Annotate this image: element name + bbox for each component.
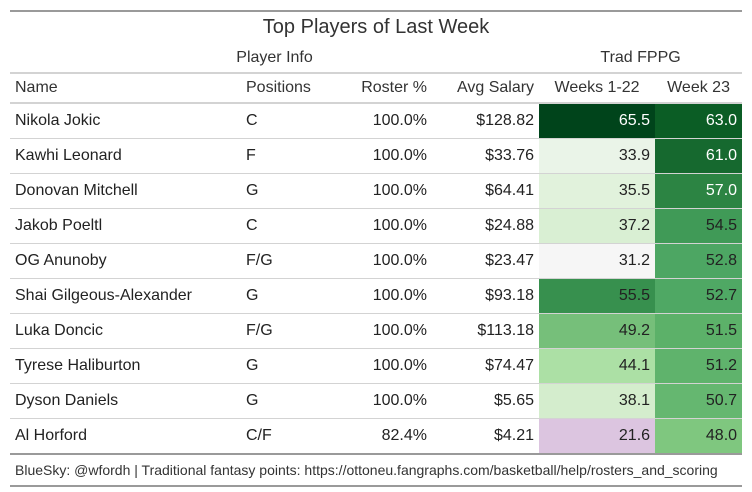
cell-avg-salary: $128.82 [432, 102, 540, 139]
column-header-row: Name Positions Roster % Avg Salary Weeks… [10, 72, 743, 104]
table-row: Donovan Mitchell G 100.0% $64.41 35.5 57.0 [10, 173, 743, 209]
cell-week-23: 50.7 [655, 383, 743, 419]
cell-roster-pct: 100.0% [329, 208, 432, 244]
table-row: Al Horford C/F 82.4% $4.21 21.6 48.0 [10, 418, 743, 454]
cell-week-23: 61.0 [655, 138, 743, 174]
cell-weeks-1-22: 49.2 [539, 313, 656, 349]
column-header-positions: Positions [241, 72, 329, 104]
cell-name: Kawhi Leonard [10, 138, 241, 174]
cell-name: Jakob Poeltl [10, 208, 241, 244]
cell-weeks-1-22: 33.9 [539, 138, 656, 174]
cell-avg-salary: $23.47 [432, 243, 540, 279]
players-table: Player Info Trad FPPG Name Positions Ros… [10, 43, 743, 487]
cell-avg-salary: $74.47 [432, 348, 540, 384]
cell-name: Nikola Jokic [10, 102, 241, 139]
spanner-trad-fppg-cell: Trad FPPG [539, 43, 743, 74]
table-row: Kawhi Leonard F 100.0% $33.76 33.9 61.0 [10, 138, 743, 174]
cell-weeks-1-22: 38.1 [539, 383, 656, 419]
cell-positions: F [241, 138, 329, 174]
cell-week-23: 57.0 [655, 173, 743, 209]
spanner-player-info: Player Info [236, 48, 313, 66]
cell-week-23: 48.0 [655, 418, 743, 454]
cell-roster-pct: 100.0% [329, 383, 432, 419]
cell-avg-salary: $93.18 [432, 278, 540, 314]
column-header-weeks-1-22: Weeks 1-22 [539, 72, 656, 104]
cell-week-23: 54.5 [655, 208, 743, 244]
column-header-week-23: Week 23 [655, 72, 743, 104]
spanner-player-info-cell: Player Info [10, 43, 539, 73]
spanner-trad-fppg: Trad FPPG [600, 48, 681, 66]
cell-roster-pct: 100.0% [329, 278, 432, 314]
column-header-roster: Roster % [329, 72, 432, 104]
table-row: OG Anunoby F/G 100.0% $23.47 31.2 52.8 [10, 243, 743, 279]
table-row: Shai Gilgeous-Alexander G 100.0% $93.18 55.5… [10, 278, 743, 314]
cell-name: Al Horford [10, 418, 241, 454]
table-title: Top Players of Last Week [262, 16, 490, 38]
cell-week-23: 52.7 [655, 278, 743, 314]
cell-positions: C/F [241, 418, 329, 454]
top-rule [10, 10, 742, 12]
cell-positions: C [241, 102, 329, 139]
cell-roster-pct: 100.0% [329, 138, 432, 174]
cell-weeks-1-22: 44.1 [539, 348, 656, 384]
cell-positions: F/G [241, 313, 329, 349]
cell-positions: G [241, 278, 329, 314]
cell-avg-salary: $64.41 [432, 173, 540, 209]
cell-week-23: 51.5 [655, 313, 743, 349]
source-note: BlueSky: @wfordh | Traditional fantasy p… [10, 453, 743, 487]
spanner-row: Player Info Trad FPPG [10, 43, 743, 74]
cell-avg-salary: $5.65 [432, 383, 540, 419]
cell-weeks-1-22: 55.5 [539, 278, 656, 314]
cell-week-23: 52.8 [655, 243, 743, 279]
cell-roster-pct: 100.0% [329, 313, 432, 349]
column-header-name: Name [10, 72, 241, 104]
cell-name: Shai Gilgeous-Alexander [10, 278, 241, 314]
cell-name: Tyrese Haliburton [10, 348, 241, 384]
cell-positions: G [241, 348, 329, 384]
cell-week-23: 51.2 [655, 348, 743, 384]
table-row: Tyrese Haliburton G 100.0% $74.47 44.1 51.2 [10, 348, 743, 384]
cell-weeks-1-22: 21.6 [539, 418, 656, 454]
cell-positions: F/G [241, 243, 329, 279]
table-row: Jakob Poeltl C 100.0% $24.88 37.2 54.5 [10, 208, 743, 244]
cell-roster-pct: 100.0% [329, 102, 432, 139]
cell-positions: C [241, 208, 329, 244]
top-players-table-figure: Top Players of Last Week Player Info Tra… [10, 10, 743, 487]
cell-name: OG Anunoby [10, 243, 241, 279]
footer-row: BlueSky: @wfordh | Traditional fantasy p… [10, 453, 743, 487]
cell-roster-pct: 100.0% [329, 243, 432, 279]
cell-weeks-1-22: 31.2 [539, 243, 656, 279]
cell-name: Dyson Daniels [10, 383, 241, 419]
cell-avg-salary: $4.21 [432, 418, 540, 454]
table-body: Nikola Jokic C 100.0% $128.82 65.5 63.0 Kawhi … [10, 102, 743, 454]
table-row: Luka Doncic F/G 100.0% $113.18 49.2 51.5 [10, 313, 743, 349]
cell-week-23: 63.0 [655, 102, 743, 139]
cell-avg-salary: $113.18 [432, 313, 540, 349]
cell-weeks-1-22: 37.2 [539, 208, 656, 244]
cell-avg-salary: $33.76 [432, 138, 540, 174]
cell-roster-pct: 82.4% [329, 418, 432, 454]
cell-name: Donovan Mitchell [10, 173, 241, 209]
table-row: Dyson Daniels G 100.0% $5.65 38.1 50.7 [10, 383, 743, 419]
column-header-salary: Avg Salary [432, 72, 540, 104]
cell-roster-pct: 100.0% [329, 348, 432, 384]
cell-weeks-1-22: 65.5 [539, 102, 656, 139]
cell-positions: G [241, 173, 329, 209]
cell-name: Luka Doncic [10, 313, 241, 349]
cell-roster-pct: 100.0% [329, 173, 432, 209]
cell-avg-salary: $24.88 [432, 208, 540, 244]
cell-weeks-1-22: 35.5 [539, 173, 656, 209]
table-row: Nikola Jokic C 100.0% $128.82 65.5 63.0 [10, 102, 743, 139]
cell-positions: G [241, 383, 329, 419]
